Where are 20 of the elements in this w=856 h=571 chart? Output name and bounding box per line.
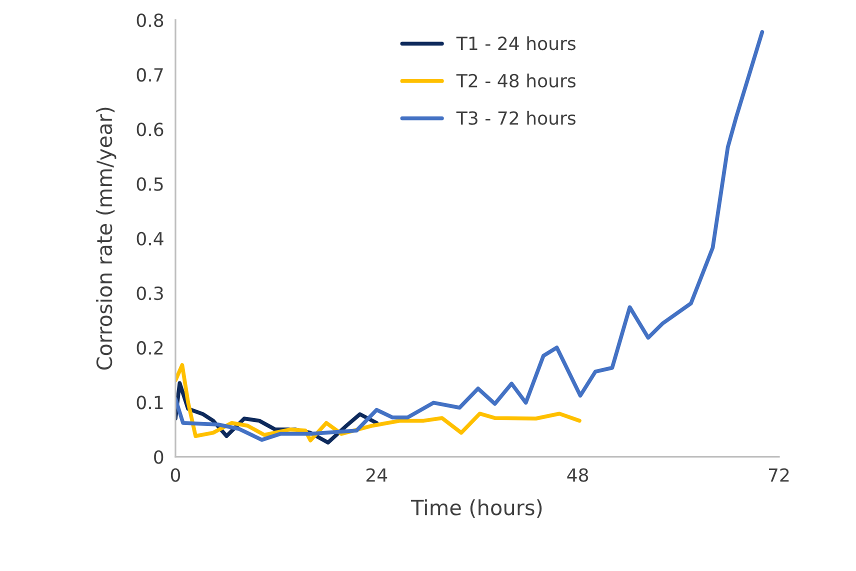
legend-label: T2 - 48 hours — [456, 74, 576, 88]
y-tick-label: 0.8 — [136, 13, 164, 28]
y-tick-label: 0.1 — [136, 396, 163, 410]
y-tick-label: 0.4 — [136, 232, 164, 246]
y-tick-label: 0.6 — [136, 122, 164, 136]
x-tick-label: 72 — [768, 468, 789, 482]
y-tick-label: 0.5 — [136, 177, 163, 191]
legend-label: T1 - 24 hours — [456, 36, 576, 50]
y-tick-label: 0.7 — [136, 68, 163, 82]
y-axis-title: Corrosion rate (mm/year) — [96, 108, 116, 370]
line-series — [175, 30, 764, 442]
y-tick-label: 0.2 — [136, 341, 163, 355]
x-tick-label: 24 — [366, 468, 388, 482]
x-axis-title: Time (hours) — [410, 499, 542, 518]
y-tick-label: 0 — [154, 450, 164, 464]
x-tick-label: 0 — [170, 468, 180, 482]
line-series — [175, 363, 582, 442]
legend-label: T3 - 72 hours — [456, 110, 576, 125]
y-tick-label: 0.3 — [136, 286, 163, 300]
x-tick-label: 48 — [567, 468, 588, 482]
